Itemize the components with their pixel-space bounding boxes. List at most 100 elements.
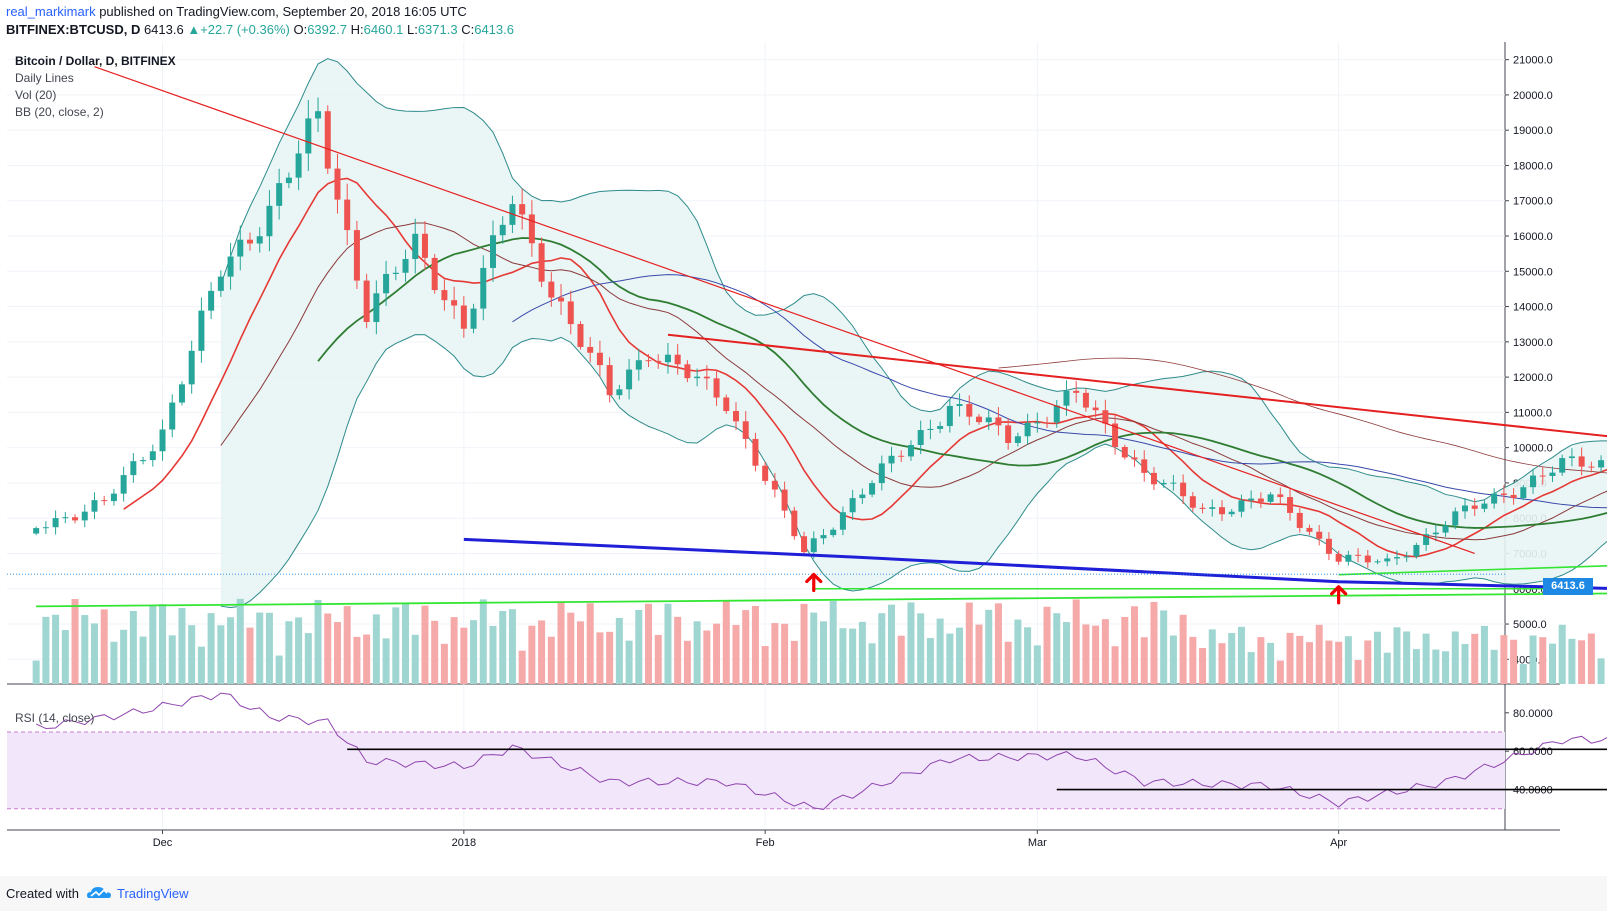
volume-bar: [227, 617, 235, 684]
candle-body: [1393, 557, 1400, 559]
candle-body: [247, 239, 253, 244]
candle-body: [1034, 422, 1041, 424]
volume-bar: [178, 608, 186, 684]
volume-bar: [81, 615, 89, 684]
candle-body: [859, 494, 866, 499]
volume-bar: [1237, 626, 1245, 684]
last-price: 6413.6: [143, 22, 184, 37]
candle-body: [1131, 457, 1138, 460]
volume-bar: [790, 640, 798, 684]
candle-body: [1432, 532, 1439, 535]
candle-body: [72, 517, 79, 521]
legend-item-bb[interactable]: BB (20, close, 2): [15, 105, 104, 119]
volume-bar: [217, 625, 225, 684]
volume-bar: [1062, 622, 1070, 684]
volume-bar: [129, 610, 137, 684]
candle-body: [1355, 554, 1362, 556]
candle-body: [1199, 507, 1206, 509]
candle-body: [1044, 422, 1051, 424]
candle-body: [694, 376, 701, 379]
bb-fill: [220, 58, 1607, 608]
price-chart[interactable]: 4000.05000.06000.07000.08000.09000.01000…: [0, 0, 1607, 876]
volume-bar: [1033, 645, 1041, 684]
candle-body: [839, 512, 846, 530]
volume-bar: [781, 623, 789, 684]
candle-body: [237, 239, 244, 257]
volume-bar: [615, 618, 623, 684]
candle-body: [1549, 472, 1556, 476]
tradingview-link[interactable]: TradingView: [117, 886, 189, 901]
candle-body: [946, 405, 953, 427]
volume-bar: [1305, 642, 1313, 684]
volume-bar: [596, 632, 604, 684]
candle-body: [392, 272, 399, 274]
candle-body: [1277, 494, 1284, 498]
volume-bar: [742, 610, 750, 684]
green-uptrend-line: [36, 592, 1607, 608]
volume-bar: [1568, 638, 1576, 684]
volume-bar: [576, 621, 584, 684]
price-tick-label: 17000.0: [1513, 196, 1553, 208]
volume-bar: [402, 603, 410, 684]
volume-bar: [926, 637, 934, 684]
price-tick-label: 20000.0: [1513, 90, 1553, 102]
volume-bar: [1500, 635, 1508, 684]
volume-bar: [1043, 606, 1051, 684]
volume-bar: [586, 603, 594, 684]
volume-bar: [567, 612, 575, 684]
candle-body: [178, 384, 185, 403]
volume-bar: [1150, 601, 1158, 684]
price-tick-label: 12000.0: [1513, 372, 1553, 384]
candle-body: [305, 118, 312, 154]
volume-bar: [1490, 649, 1498, 684]
volume-bar: [1597, 658, 1605, 684]
volume-bar: [1403, 631, 1411, 684]
author-name[interactable]: real_markimark: [6, 4, 96, 19]
volume-bar: [431, 620, 439, 684]
candle-body: [1442, 525, 1449, 533]
price-tick-label: 14000.0: [1513, 302, 1553, 314]
candle-body: [256, 236, 263, 244]
volume-bar: [1364, 640, 1372, 684]
legend-item-daily-lines[interactable]: Daily Lines: [15, 71, 74, 85]
candle-body: [1082, 392, 1089, 408]
candle-body: [645, 360, 652, 362]
volume-bar: [1014, 619, 1022, 684]
volume-bar: [1296, 635, 1304, 684]
candle-body: [937, 426, 944, 429]
candle-body: [1588, 466, 1595, 468]
volume-bar: [819, 621, 827, 684]
volume-bar: [635, 609, 643, 684]
volume-bar: [703, 630, 711, 684]
volume-bar: [236, 598, 244, 684]
candle-body: [1452, 511, 1459, 526]
candle-body: [1024, 422, 1031, 437]
candle-body: [655, 360, 662, 363]
candle-body: [1413, 544, 1420, 557]
volume-bar: [888, 604, 896, 684]
volume-bar: [363, 634, 371, 684]
candle-body: [140, 460, 147, 462]
volume-bar: [42, 616, 50, 684]
candle-body: [1102, 410, 1109, 424]
candle-body: [917, 430, 924, 445]
volume-bar: [1286, 632, 1294, 684]
candle-body: [266, 205, 273, 237]
rsi-line: [35, 692, 1607, 810]
candle-body: [470, 308, 477, 329]
volume-bar: [1432, 649, 1440, 684]
legend-item-volume[interactable]: Vol (20): [15, 88, 57, 102]
price-tick-label: 18000.0: [1513, 160, 1553, 172]
volume-bar: [1548, 643, 1556, 684]
candle-body: [353, 230, 360, 281]
volume-bar: [547, 636, 555, 684]
candle-body: [431, 257, 438, 291]
volume-bar: [829, 601, 837, 684]
candle-body: [149, 451, 156, 461]
volume-bar: [1169, 635, 1177, 684]
price-tick-label: 13000.0: [1513, 337, 1553, 349]
volume-bar: [693, 621, 701, 684]
candle-body: [781, 489, 788, 511]
volume-bar: [333, 622, 341, 684]
